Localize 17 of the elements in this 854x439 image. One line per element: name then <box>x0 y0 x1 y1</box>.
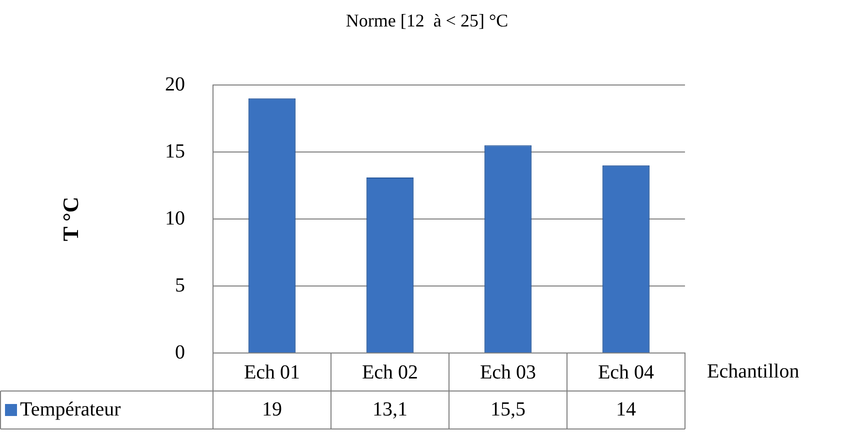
data-label: 15,5 <box>490 398 526 420</box>
y-tick-label: 5 <box>175 274 185 296</box>
x-tick-label: Ech 02 <box>362 361 418 384</box>
x-tick-label: Ech 04 <box>598 361 654 384</box>
x-axis-title: Echantillon <box>707 360 800 382</box>
x-tick-label: Ech 03 <box>480 361 536 384</box>
y-tick-label: 10 <box>165 207 185 230</box>
data-label: 14 <box>616 398 636 420</box>
y-axis-title: T °C <box>58 196 83 242</box>
data-label: 19 <box>262 398 282 420</box>
chart-title: Norme [12 à < 25] °C <box>346 10 508 31</box>
data-label: 13,1 <box>372 398 408 420</box>
y-tick-label: 15 <box>165 140 185 162</box>
y-tick-label: 0 <box>175 341 185 364</box>
x-tick-label: Ech 01 <box>244 361 300 384</box>
legend-label: Températeur <box>20 398 122 420</box>
y-tick-label: 20 <box>165 73 185 96</box>
